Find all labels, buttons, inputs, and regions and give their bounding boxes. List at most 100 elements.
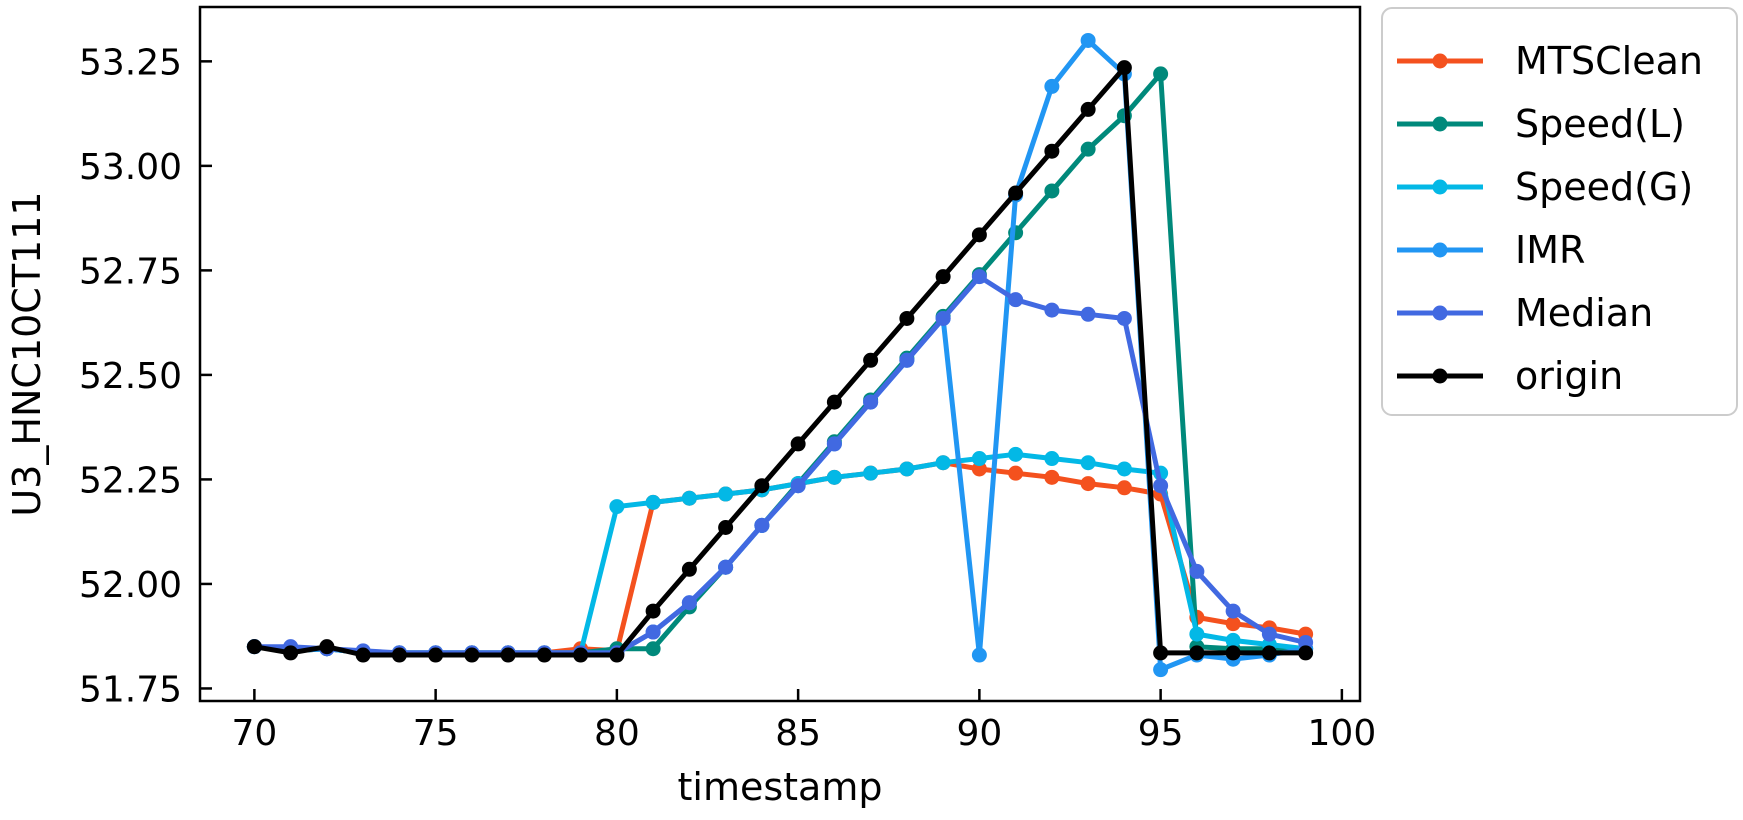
data-point bbox=[319, 639, 335, 655]
legend-item: Median bbox=[1397, 291, 1653, 335]
data-point bbox=[1298, 634, 1314, 650]
x-tick-label: 85 bbox=[775, 713, 821, 754]
data-point bbox=[645, 624, 661, 640]
x-tick-label: 75 bbox=[413, 713, 459, 754]
legend-label: Median bbox=[1515, 291, 1653, 335]
data-point bbox=[645, 603, 661, 619]
data-point bbox=[1080, 141, 1096, 157]
y-tick-label: 52.50 bbox=[79, 356, 182, 397]
legend-label: origin bbox=[1515, 354, 1623, 398]
data-point bbox=[1044, 302, 1060, 318]
x-tick-label: 95 bbox=[1138, 713, 1184, 754]
data-point bbox=[1008, 465, 1024, 481]
data-point bbox=[899, 461, 915, 477]
data-point bbox=[1225, 645, 1241, 661]
data-point bbox=[500, 647, 516, 663]
data-point bbox=[464, 647, 480, 663]
data-point bbox=[971, 269, 987, 285]
data-point bbox=[1116, 480, 1132, 496]
data-point bbox=[1080, 455, 1096, 471]
data-point bbox=[1080, 306, 1096, 322]
legend-label: MTSClean bbox=[1515, 39, 1703, 83]
data-point bbox=[1189, 563, 1205, 579]
data-point bbox=[790, 436, 806, 452]
data-point bbox=[1008, 446, 1024, 462]
y-axis-title: U3_HNC10CT111 bbox=[5, 191, 49, 516]
data-point bbox=[681, 595, 697, 611]
data-point bbox=[1261, 645, 1277, 661]
data-point bbox=[645, 641, 661, 657]
legend-swatch-marker bbox=[1432, 116, 1448, 132]
data-point bbox=[1189, 645, 1205, 661]
data-point bbox=[935, 455, 951, 471]
legend-item: IMR bbox=[1397, 228, 1585, 272]
data-point bbox=[681, 561, 697, 577]
data-point bbox=[1116, 310, 1132, 326]
y-tick-label: 52.00 bbox=[79, 565, 182, 606]
data-point bbox=[971, 647, 987, 663]
data-point bbox=[1080, 476, 1096, 492]
data-point bbox=[971, 227, 987, 243]
legend-swatch-marker bbox=[1432, 53, 1448, 69]
data-point bbox=[1044, 143, 1060, 159]
data-point bbox=[1153, 478, 1169, 494]
data-point bbox=[971, 461, 987, 477]
data-point bbox=[1189, 626, 1205, 642]
data-point bbox=[1008, 185, 1024, 201]
legend-item: origin bbox=[1397, 354, 1623, 398]
data-point bbox=[1153, 662, 1169, 678]
data-point bbox=[1225, 616, 1241, 632]
data-point bbox=[645, 494, 661, 510]
y-tick-label: 53.00 bbox=[79, 147, 182, 188]
data-point bbox=[935, 269, 951, 285]
data-point bbox=[863, 465, 879, 481]
data-point bbox=[790, 478, 806, 494]
data-point bbox=[1080, 32, 1096, 48]
data-point bbox=[899, 310, 915, 326]
data-point bbox=[355, 647, 371, 663]
data-point bbox=[935, 310, 951, 326]
data-point bbox=[899, 352, 915, 368]
data-point bbox=[391, 647, 407, 663]
legend-swatch-marker bbox=[1432, 305, 1448, 321]
legend-swatch-marker bbox=[1432, 179, 1448, 195]
data-point bbox=[283, 645, 299, 661]
x-tick-label: 100 bbox=[1308, 713, 1377, 754]
plot-area bbox=[200, 7, 1360, 701]
data-point bbox=[1153, 66, 1169, 82]
data-point bbox=[1153, 645, 1169, 661]
legend-item: Speed(L) bbox=[1397, 102, 1685, 146]
legend-item: MTSClean bbox=[1397, 39, 1703, 83]
legend-swatch-marker bbox=[1432, 242, 1448, 258]
data-point bbox=[718, 486, 734, 502]
data-point bbox=[1044, 78, 1060, 94]
data-point bbox=[1044, 183, 1060, 199]
data-point bbox=[1116, 60, 1132, 76]
legend: MTSClean Speed(L) Speed(G) IMR Median origin bbox=[1381, 7, 1738, 416]
data-point bbox=[609, 499, 625, 515]
legend-item: Speed(G) bbox=[1397, 165, 1693, 209]
data-point bbox=[1298, 645, 1314, 661]
x-tick-label: 80 bbox=[594, 713, 640, 754]
data-point bbox=[1225, 632, 1241, 648]
data-point bbox=[863, 394, 879, 410]
data-point bbox=[1261, 626, 1277, 642]
data-point bbox=[428, 647, 444, 663]
data-point bbox=[826, 436, 842, 452]
data-point bbox=[1008, 292, 1024, 308]
data-point bbox=[246, 639, 262, 655]
legend-label: Speed(L) bbox=[1515, 102, 1685, 146]
data-point bbox=[681, 490, 697, 506]
x-tick-label: 90 bbox=[956, 713, 1002, 754]
data-point bbox=[1044, 469, 1060, 485]
series-origin bbox=[246, 60, 1314, 663]
series-layer bbox=[246, 32, 1314, 678]
y-tick-label: 52.75 bbox=[79, 251, 182, 292]
data-point bbox=[609, 647, 625, 663]
data-point bbox=[754, 478, 770, 494]
legend-items: MTSClean Speed(L) Speed(G) IMR Median origin bbox=[1397, 39, 1703, 398]
x-axis-title: timestamp bbox=[678, 765, 883, 809]
tick-layer: 70 75 80 85 90 95 100 51.75 52.00 52.25 52.50 52.75… bbox=[79, 42, 1376, 754]
data-point bbox=[826, 469, 842, 485]
